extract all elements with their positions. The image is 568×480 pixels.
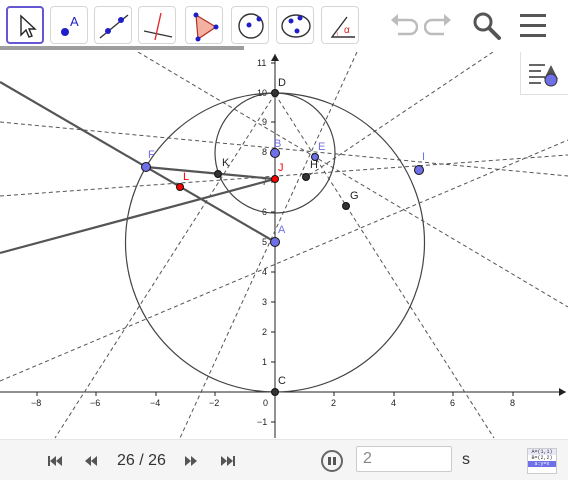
point-I[interactable]: [414, 165, 424, 175]
dashed-line: [0, 121, 568, 177]
point-label: F: [148, 149, 155, 161]
speed-input[interactable]: [356, 446, 452, 472]
x-tick-label: −6: [90, 398, 100, 408]
line-tool[interactable]: [94, 6, 132, 44]
angle-tool[interactable]: α: [321, 6, 359, 44]
y-tick-label: 3: [262, 297, 267, 307]
point-label: H: [310, 159, 318, 171]
circle-center-tool[interactable]: [231, 6, 269, 44]
point-J[interactable]: [271, 175, 279, 183]
dashed-line: [54, 93, 276, 439]
angle-icon: α: [330, 16, 355, 38]
menu-icon[interactable]: [518, 12, 548, 40]
x-ticks: [36, 392, 514, 396]
point-label: E: [318, 141, 325, 153]
redo-icon[interactable]: [424, 10, 454, 40]
point-C[interactable]: [271, 388, 279, 396]
y-tick-label: 1: [262, 357, 267, 367]
point-K[interactable]: [214, 170, 222, 178]
settings-line: B=(2,2): [531, 455, 553, 461]
speed-unit: s: [462, 451, 470, 468]
point-label: I: [422, 151, 425, 163]
point-A[interactable]: [270, 237, 280, 247]
toolbar-scroll-indicator: [0, 46, 244, 50]
segment: [145, 165, 276, 181]
point-F[interactable]: [141, 162, 151, 172]
dashed-line: [0, 154, 568, 197]
polygon-icon: [193, 12, 219, 42]
x-axis-arrow-icon: [559, 388, 566, 396]
last-step-icon[interactable]: [219, 454, 237, 468]
point-G[interactable]: [342, 202, 350, 210]
dashed-line: [137, 52, 568, 308]
point-label: K: [222, 157, 230, 169]
step-counter: 26 / 26: [117, 452, 166, 469]
point-L[interactable]: [176, 183, 184, 191]
playback-bar: 26 / 26 s A=(1,1) B=(2,2) a:y=x: [0, 439, 568, 480]
angle-tool-label: α: [344, 25, 350, 36]
graphics-view[interactable]: −8 −6 −4 −2 0 2 4 6 8 −1 1 2 3 4 5 6 7 8…: [0, 52, 568, 439]
x-tick-label: −2: [209, 398, 219, 408]
y-tick-label: 11: [257, 58, 266, 68]
dashed-line: [179, 52, 358, 439]
point-H[interactable]: [302, 173, 310, 181]
perpendicular-tool[interactable]: [138, 6, 176, 44]
y-tick-label: 4: [262, 267, 267, 277]
y-tick-label: 2: [262, 327, 267, 337]
ray-line: [0, 81, 276, 243]
search-icon[interactable]: [471, 10, 503, 42]
y-tick-label: 5: [262, 237, 267, 247]
algebra-view-toggle[interactable]: [520, 52, 568, 95]
x-tick-label: 6: [450, 398, 455, 408]
point-tool[interactable]: A: [50, 6, 88, 44]
conic-five-points-icon: [281, 14, 311, 38]
perpendicular-line-icon: [143, 12, 173, 41]
point-B[interactable]: [270, 148, 280, 158]
line-icon: [99, 14, 129, 39]
point-icon: A: [61, 14, 79, 36]
x-tick-label: 8: [510, 398, 515, 408]
x-tick-label: 4: [391, 398, 396, 408]
toolbar: A α: [0, 0, 568, 52]
point-label: A: [278, 224, 286, 236]
first-step-icon[interactable]: [46, 454, 64, 468]
previous-step-icon[interactable]: [82, 454, 100, 468]
cursor-arrow-icon: [20, 14, 37, 38]
point-label: C: [278, 375, 286, 387]
algebra-settings-icon[interactable]: A=(1,1) B=(2,2) a:y=x: [527, 448, 557, 474]
x-tick-label: 0: [263, 398, 268, 408]
undo-icon[interactable]: [388, 10, 418, 40]
y-tick-label: 8: [262, 147, 267, 157]
next-step-icon[interactable]: [182, 454, 200, 468]
point-label: L: [183, 171, 189, 183]
y-tick-label: 9: [262, 117, 267, 127]
point-label: D: [278, 77, 286, 89]
dashed-line: [0, 139, 568, 382]
point-label: G: [350, 190, 359, 202]
algebra-view-icon: [529, 64, 558, 87]
y-axis-arrow-icon: [271, 54, 279, 61]
x-tick-label: −4: [150, 398, 160, 408]
point-label: J: [278, 162, 284, 174]
point-E[interactable]: [311, 153, 319, 161]
x-tick-label: −8: [31, 398, 41, 408]
y-tick-label: −1: [257, 417, 267, 427]
conic-tool[interactable]: [276, 6, 314, 44]
settings-line: a:y=x: [528, 461, 556, 467]
point-label: B: [274, 138, 281, 150]
dashed-line: [274, 93, 495, 439]
circle-icon: [238, 13, 264, 39]
pause-icon[interactable]: [321, 450, 343, 472]
x-tick-label: 2: [331, 398, 336, 408]
point-tool-label: A: [70, 14, 79, 29]
point-D[interactable]: [271, 89, 279, 97]
settings-line: A=(1,1): [528, 449, 556, 455]
polygon-tool[interactable]: [185, 6, 223, 44]
dashed-line: [304, 52, 494, 179]
ray-line: [0, 177, 276, 255]
move-tool[interactable]: [6, 6, 44, 44]
